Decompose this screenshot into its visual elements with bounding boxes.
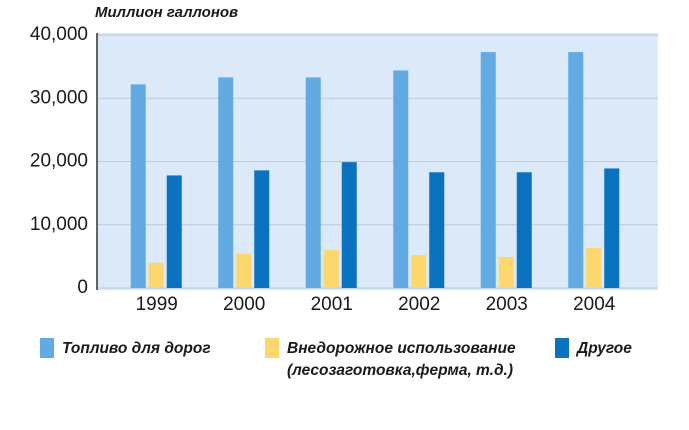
chart: Миллион галлонов 0 10,000 20,000 30,000 40,0… bbox=[30, 4, 658, 315]
bar bbox=[148, 262, 164, 288]
bar bbox=[166, 175, 182, 288]
legend-item: Другое bbox=[555, 338, 675, 360]
chart-title: Миллион галлонов bbox=[95, 4, 238, 21]
x-tick-label: 2002 bbox=[398, 294, 440, 315]
bar bbox=[586, 248, 602, 288]
y-tick-label: 0 bbox=[77, 277, 88, 298]
bar bbox=[568, 52, 584, 288]
legend-label: Внедорожное использование (лесозаготовка… bbox=[287, 340, 516, 379]
x-tick-label: 2003 bbox=[486, 294, 528, 315]
y-tick-label: 30,000 bbox=[30, 87, 88, 108]
bar bbox=[130, 84, 146, 289]
y-tick-label: 40,000 bbox=[30, 24, 88, 45]
bar bbox=[411, 255, 427, 288]
legend-swatch bbox=[265, 338, 279, 358]
x-tick-label: 2000 bbox=[223, 294, 265, 315]
bar bbox=[218, 77, 234, 288]
bar bbox=[498, 257, 514, 288]
bar bbox=[480, 52, 496, 288]
legend-label: Другое bbox=[577, 340, 632, 357]
x-tick-label: 2001 bbox=[311, 294, 353, 315]
y-tick-label: 20,000 bbox=[30, 151, 88, 172]
legend-item: Топливо для дорог bbox=[40, 338, 250, 360]
bar bbox=[254, 170, 270, 288]
x-tick-label: 1999 bbox=[136, 294, 178, 315]
bar bbox=[236, 253, 252, 288]
bar bbox=[393, 70, 409, 288]
legend-label: Топливо для дорог bbox=[62, 340, 211, 357]
bar bbox=[516, 172, 532, 288]
bar bbox=[604, 168, 620, 288]
bar bbox=[305, 77, 321, 288]
bar bbox=[429, 172, 445, 288]
legend-item: Внедорожное использование (лесозаготовка… bbox=[265, 338, 535, 382]
x-tick-label: 2004 bbox=[573, 294, 616, 315]
y-tick-label: 10,000 bbox=[30, 214, 88, 235]
bar bbox=[323, 250, 339, 288]
legend-swatch bbox=[555, 338, 569, 358]
legend-swatch bbox=[40, 338, 54, 358]
bar bbox=[341, 162, 357, 288]
